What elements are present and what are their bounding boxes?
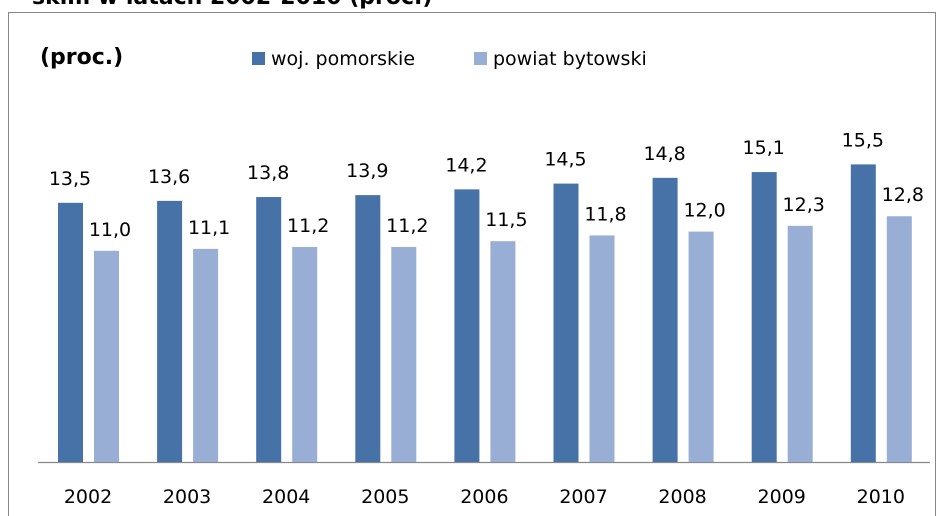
x-tick-label: 2003 [163,486,211,508]
data-label: 11,2 [287,215,329,237]
bar [292,246,318,462]
bar [94,250,119,462]
unit-label: (proc.) [40,45,123,70]
bar [454,189,480,463]
bar [886,216,912,462]
x-tick-label: 2002 [64,486,112,508]
x-tick-label: 2006 [460,486,508,508]
bar [58,202,83,463]
x-tick-label: 2010 [857,486,905,508]
data-label: 11,1 [188,217,230,239]
data-label: 15,1 [743,137,785,159]
legend-swatch [252,52,265,65]
x-tick-label: 2004 [262,486,310,508]
bar [850,164,876,462]
bar [355,195,381,462]
bar [589,235,615,462]
data-label: 14,8 [643,143,685,165]
data-label: 13,5 [49,168,91,190]
data-label: 13,6 [148,166,190,188]
bar [751,172,777,462]
legend-swatch [474,52,487,65]
bar [787,225,813,462]
bar [256,197,282,463]
data-label: 14,5 [544,149,586,171]
data-label: 13,9 [346,160,388,182]
bar [391,246,417,462]
x-tick-label: 2007 [559,486,607,508]
chart-frame [8,12,936,516]
bar [157,200,183,462]
data-label: 11,0 [89,219,131,241]
bar [652,177,678,462]
data-label: 12,3 [783,194,825,216]
legend-label: woj. pomorskie [271,48,415,70]
x-tick-label: 2008 [658,486,706,508]
bar [490,241,516,462]
data-label: 13,8 [247,162,289,184]
chart-title: skim w latach 2002-2010 (proc.) [32,0,432,10]
bar [553,183,579,462]
data-label: 11,8 [584,203,626,225]
data-label: 11,2 [386,215,428,237]
x-tick-label: 2005 [361,486,409,508]
data-label: 15,5 [842,129,884,151]
data-label: 12,0 [683,200,725,222]
x-tick-label: 2009 [758,486,806,508]
bar [688,231,714,462]
data-label: 11,5 [485,209,527,231]
legend-label: powiat bytowski [493,48,647,70]
data-label: 14,2 [445,154,487,176]
bar [193,248,219,462]
data-label: 12,8 [882,184,924,206]
